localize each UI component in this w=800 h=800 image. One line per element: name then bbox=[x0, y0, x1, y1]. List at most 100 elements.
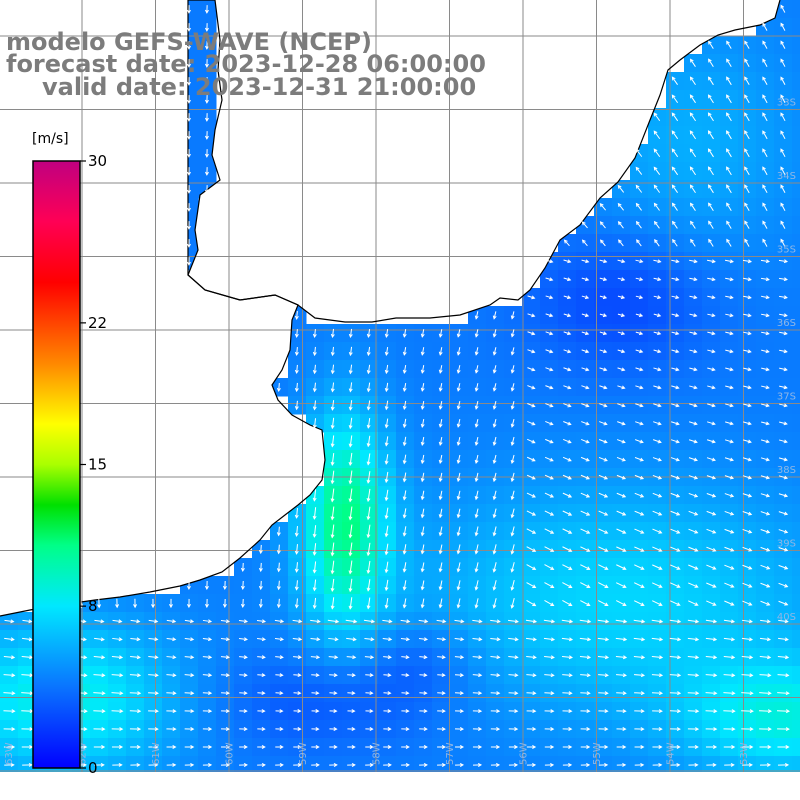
wind-arrow bbox=[492, 418, 497, 428]
wind-cell bbox=[792, 288, 800, 307]
wind-arrow bbox=[633, 655, 646, 660]
wind-arrow bbox=[420, 580, 425, 591]
wind-arrow bbox=[652, 564, 663, 570]
wind-arrow bbox=[330, 382, 335, 393]
wind-arrow bbox=[115, 598, 120, 609]
wind-arrow bbox=[93, 709, 106, 714]
wind-arrow bbox=[762, 76, 768, 86]
wind-arrow bbox=[187, 239, 191, 248]
wind-arrow bbox=[437, 727, 446, 731]
wind-arrow bbox=[706, 582, 717, 588]
wind-arrow bbox=[401, 655, 410, 660]
wind-arrow bbox=[689, 259, 698, 264]
wind-arrow bbox=[689, 112, 697, 122]
wind-arrow bbox=[3, 745, 16, 749]
wind-arrow bbox=[581, 277, 590, 282]
wind-arrow bbox=[474, 580, 479, 591]
wind-arrow bbox=[687, 619, 700, 624]
wind-arrow bbox=[490, 637, 501, 642]
wind-arrow bbox=[670, 564, 681, 570]
wind-arrow bbox=[419, 673, 428, 678]
wind-arrow bbox=[293, 709, 302, 714]
wind-arrow bbox=[706, 510, 717, 516]
wind-arrow bbox=[148, 745, 159, 749]
wind-arrow bbox=[545, 295, 554, 300]
wind-arrow bbox=[294, 400, 299, 411]
wind-arrow bbox=[472, 637, 483, 642]
wind-arrow bbox=[402, 382, 407, 392]
wind-arrow bbox=[474, 472, 479, 483]
wind-arrow bbox=[258, 544, 263, 555]
wind-arrow bbox=[222, 598, 227, 609]
wind-cell bbox=[792, 396, 800, 415]
wind-arrow bbox=[527, 349, 536, 354]
wind-arrow bbox=[726, 238, 732, 247]
wind-arrow bbox=[527, 438, 536, 444]
lon-label: 55W bbox=[592, 742, 603, 765]
wind-arrow bbox=[634, 582, 645, 588]
wind-arrow bbox=[653, 112, 661, 122]
wind-arrow bbox=[760, 475, 771, 480]
wind-arrow bbox=[437, 673, 446, 678]
wind-arrow bbox=[490, 745, 501, 749]
wind-arrow bbox=[617, 221, 624, 229]
wind-arrow bbox=[257, 637, 266, 642]
wind-arrow bbox=[561, 655, 573, 660]
wind-arrow bbox=[671, 259, 680, 264]
wind-arrow bbox=[653, 385, 662, 390]
wind-arrow bbox=[706, 475, 717, 480]
wind-arrow bbox=[348, 382, 353, 393]
wind-arrow bbox=[653, 367, 662, 372]
wind-arrow bbox=[129, 691, 142, 696]
wind-arrow bbox=[187, 77, 191, 86]
wind-arrow bbox=[617, 184, 625, 193]
wind-arrow bbox=[652, 582, 663, 588]
wind-arrow bbox=[707, 277, 716, 282]
wind-arrow bbox=[204, 131, 209, 140]
wind-arrow bbox=[420, 329, 425, 338]
lon-label: 57W bbox=[445, 742, 456, 765]
wind-arrow bbox=[330, 470, 335, 485]
wind-arrow bbox=[688, 475, 699, 480]
wind-arrow bbox=[401, 745, 410, 749]
wind-arrow bbox=[366, 400, 371, 411]
wind-arrow bbox=[777, 655, 790, 660]
wind-arrow bbox=[690, 238, 696, 247]
wind-arrow bbox=[652, 528, 663, 534]
wind-direction-arrows bbox=[3, 4, 791, 767]
wind-arrow bbox=[111, 655, 124, 660]
wind-arrow bbox=[420, 454, 425, 465]
wind-arrow bbox=[294, 562, 299, 573]
wind-arrow bbox=[760, 600, 771, 606]
wind-cell bbox=[432, 756, 451, 772]
wind-cell bbox=[288, 756, 307, 772]
wind-arrow bbox=[187, 41, 191, 50]
wind-arrow bbox=[670, 475, 681, 480]
wind-arrow bbox=[437, 762, 446, 767]
wind-arrow bbox=[744, 166, 750, 176]
wind-arrow bbox=[616, 456, 626, 462]
wind-arrow bbox=[202, 655, 213, 660]
wind-arrow bbox=[742, 762, 753, 767]
wind-arrow bbox=[545, 313, 554, 318]
wind-arrow bbox=[563, 239, 570, 247]
wind-arrow bbox=[707, 367, 716, 372]
wind-arrow bbox=[707, 313, 716, 318]
wind-arrow bbox=[669, 709, 682, 714]
wind-cell bbox=[594, 756, 613, 772]
wind-arrow bbox=[617, 259, 626, 264]
wind-arrow bbox=[597, 655, 610, 660]
wind-arrow bbox=[563, 259, 572, 264]
wind-arrow bbox=[707, 331, 716, 336]
wind-arrow bbox=[653, 295, 662, 300]
wind-arrow bbox=[598, 727, 609, 732]
wind-cell bbox=[612, 756, 631, 772]
wind-arrow bbox=[294, 580, 299, 591]
wind-arrow bbox=[166, 745, 177, 749]
wind-arrow bbox=[510, 598, 515, 609]
wind-arrow bbox=[294, 346, 299, 356]
wind-arrow bbox=[761, 313, 770, 318]
wind-arrow bbox=[687, 691, 700, 696]
wind-arrow bbox=[634, 564, 645, 570]
wind-arrow bbox=[148, 727, 159, 732]
